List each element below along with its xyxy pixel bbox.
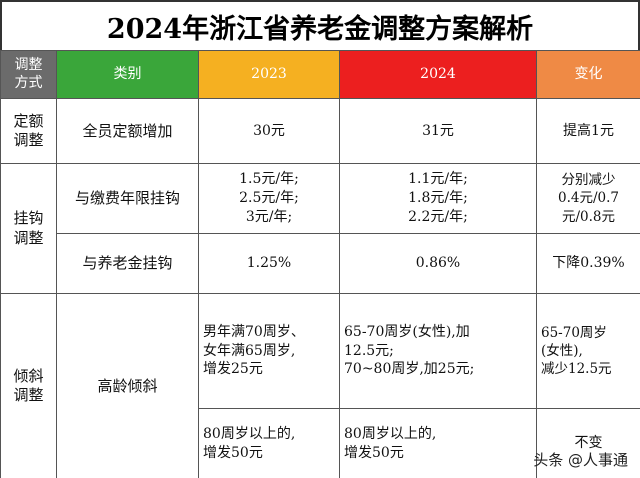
cell-change: 下降0.39% (536, 233, 640, 294)
table-row: 定额 调整 全员定额增加 30元 31元 提高1元 (0, 98, 640, 164)
pension-adjustment-table: 调整 方式 类别 2023 2024 变化 定额 调整 全员定额增加 30元 3… (0, 50, 640, 478)
cell-2023: 80周岁以上的, 增发50元 (198, 408, 340, 478)
item-senior-tilt: 高龄倾斜 (56, 293, 199, 478)
cell-2024: 80周岁以上的, 增发50元 (339, 408, 537, 478)
page-title: 2024年浙江省养老金调整方案解析 (0, 0, 640, 50)
table-row: 挂钩 调整 与缴费年限挂钩 1.5元/年; 2.5元/年; 3元/年; 1.1元… (0, 163, 640, 294)
header-row: 调整 方式 类别 2023 2024 变化 (0, 50, 640, 99)
cell-change: 不变 (536, 408, 640, 478)
cell-change: 65-70周岁 (女性), 减少12.5元 (536, 293, 640, 409)
cell-2024: 65-70周岁(女性),加 12.5元; 70~80周岁,加25元; (339, 293, 537, 409)
cell-2023: 1.5元/年; 2.5元/年; 3元/年; (198, 163, 340, 234)
item-contribution-years: 与缴费年限挂钩 (56, 163, 199, 234)
table-row: 与养老金挂钩 1.25% 0.86% 下降0.39% (1, 233, 640, 294)
group-tilt-adjustment: 倾斜 调整 (0, 293, 57, 478)
table-row: 倾斜 调整 高龄倾斜 男年满70周岁、 女年满65周岁, 增发25元 65-70… (0, 293, 640, 478)
cell-2023: 男年满70周岁、 女年满65周岁, 增发25元 (198, 293, 340, 409)
cell-change: 提高1元 (536, 98, 640, 164)
item-pension-linked: 与养老金挂钩 (56, 233, 199, 294)
watermark: 头条 @人事通 (533, 449, 628, 470)
group-linked-adjustment: 挂钩 调整 (0, 163, 57, 294)
group-fixed-adjustment: 定额 调整 (0, 98, 57, 164)
cell-2023: 1.25% (198, 233, 340, 294)
cell-change: 分别减少 0.4元/0.7 元/0.8元 (536, 163, 640, 234)
header-category: 类别 (56, 50, 199, 99)
table-row: 80周岁以上的, 增发50元 80周岁以上的, 增发50元 不变 (1, 408, 640, 478)
watermark-text: 头条 @人事通 (533, 451, 628, 469)
cell-2024: 0.86% (339, 233, 537, 294)
header-year-2023: 2023 (198, 50, 340, 99)
item-flat-increase: 全员定额增加 (56, 98, 199, 164)
header-adjustment-method: 调整 方式 (0, 50, 57, 99)
header-year-2024: 2024 (339, 50, 537, 99)
cell-2023: 30元 (198, 98, 340, 164)
cell-2024: 1.1元/年; 1.8元/年; 2.2元/年; (339, 163, 537, 234)
header-change: 变化 (536, 50, 640, 99)
cell-2024: 31元 (339, 98, 537, 164)
